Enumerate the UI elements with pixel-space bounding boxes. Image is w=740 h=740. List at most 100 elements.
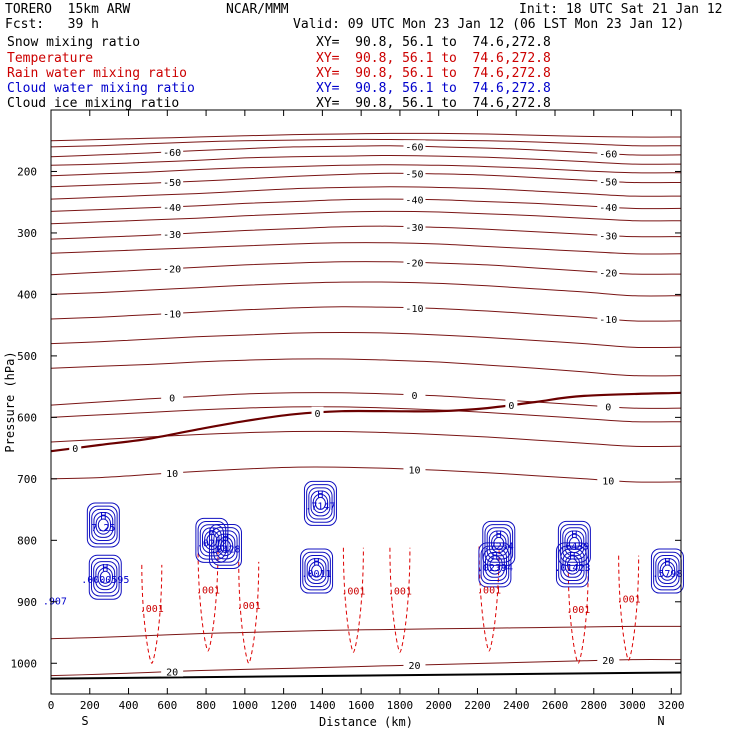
maximum-value-label: .01423 <box>554 563 590 574</box>
isotherm-label: -50 <box>599 177 617 188</box>
isotherm-label: -40 <box>405 195 423 206</box>
x-tick-label: 200 <box>80 699 100 712</box>
cloud-water-contour <box>657 558 678 584</box>
x-tick-label: 2200 <box>464 699 491 712</box>
cloud-water-contour <box>219 539 231 553</box>
x-axis-left-end-label: S <box>81 714 88 728</box>
y-tick-label: 900 <box>17 596 37 609</box>
isotherm-label: 0 <box>169 394 175 405</box>
model-title: TORERO 15km ARW <box>5 2 131 17</box>
isotherm-line <box>50 406 682 423</box>
maximum-marker: H <box>209 526 215 537</box>
maximum-value-label: 7.25 <box>91 523 115 534</box>
rain-water-label: .001 <box>388 587 412 598</box>
cloud-water-contour <box>91 508 116 542</box>
isotherm-line <box>50 186 682 200</box>
isotherm-label: -20 <box>599 269 617 280</box>
x-tick-label: 1200 <box>270 699 297 712</box>
isotherm-label-bg <box>597 654 620 666</box>
rain-water-contour <box>197 546 219 652</box>
rain-water-label: .001 <box>477 585 501 596</box>
rain-water-label: .001 <box>617 595 641 606</box>
rain-water-contour <box>342 547 364 653</box>
x-tick-label: 600 <box>157 699 177 712</box>
isotherm-label-bg <box>403 140 426 152</box>
cloud-water-contour <box>86 502 120 548</box>
isotherm-label: 0 <box>605 403 611 414</box>
isotherm-line <box>50 172 682 188</box>
maximum-value-label: .02394 <box>477 563 513 574</box>
maximum-marker: H <box>317 489 323 500</box>
axis-layer: 0 200 400 600 800 1000 1200 1400 1600 1800 2000 220… <box>11 110 685 712</box>
isotherm-label: 0 <box>411 391 417 402</box>
isotherm-line <box>50 132 682 142</box>
isotherm-label: -60 <box>405 142 423 153</box>
x-tick-label: 0 <box>48 699 55 712</box>
isotherm-label: 20 <box>408 661 420 672</box>
isotherm-label: -50 <box>405 170 423 181</box>
isotherm-line <box>50 358 682 377</box>
freezing-level-label: 0 <box>508 401 514 412</box>
field-label-temperature: Temperature <box>7 51 94 66</box>
rain-water-contour <box>238 561 260 664</box>
y-tick-label: 500 <box>17 350 37 363</box>
x-tick-label: 2000 <box>425 699 452 712</box>
cloud-water-contour <box>489 558 501 572</box>
cloud-water-contour <box>558 545 587 585</box>
x-tick-label: 800 <box>196 699 216 712</box>
cloud-water-contour <box>304 554 329 588</box>
field-xy-cloud-water: XY= 90.8, 56.1 to 74.6,272.8 <box>316 81 551 96</box>
x-tick-label: 3000 <box>619 699 646 712</box>
cloud-water-contour <box>661 564 673 578</box>
x-tick-label: 2600 <box>542 699 569 712</box>
cloud-water-contour <box>308 561 325 581</box>
maximum-value-label: .5798 <box>652 569 682 580</box>
isotherm-line <box>50 659 682 677</box>
isotherm-line <box>50 164 682 177</box>
cloud-water-contour <box>97 518 109 532</box>
cloud-water-contour <box>195 517 229 563</box>
field-xy-snow: XY= 90.8, 56.1 to 74.6,272.8 <box>316 35 551 50</box>
cloud-water-contour <box>95 564 116 591</box>
isotherm-label-bg <box>403 301 426 313</box>
freezing-label-bg <box>505 399 518 411</box>
valid-time: Valid: 09 UTC Mon 23 Jan 12 (06 LST Mon … <box>293 17 685 32</box>
cloud-water-contour <box>485 552 505 578</box>
isotherm-label: 20 <box>602 656 614 667</box>
cloud-water-contour <box>303 480 337 526</box>
cloud-water-contour <box>97 567 113 587</box>
maximum-marker: H <box>571 529 577 540</box>
isotherm-line <box>50 306 682 322</box>
cloud-water-contour <box>478 542 512 588</box>
field-label-cloud-water: Cloud water mixing ratio <box>7 81 195 96</box>
isotherm-line <box>50 145 682 158</box>
cloud-water-contour <box>93 512 114 538</box>
maximum-value-label: .7254 <box>484 541 514 552</box>
isotherm-line <box>50 210 682 225</box>
rain-water-label: .001 <box>341 587 365 598</box>
isotherm-line <box>50 281 682 297</box>
cloud-water-contour <box>566 558 578 572</box>
isotherm-layer <box>50 132 682 680</box>
field-label-cloud-ice: Cloud ice mixing ratio <box>7 96 180 111</box>
isotherm-label: -60 <box>163 148 181 159</box>
maximum-marker: H <box>222 532 228 543</box>
cloud-water-contour <box>560 548 585 582</box>
cloud-water-contour <box>308 487 333 520</box>
org-title: NCAR/MMM <box>226 2 289 17</box>
isotherm-label-bg <box>161 228 184 240</box>
freezing-level-line <box>50 391 682 453</box>
y-axis-title: Pressure (hPa) <box>3 351 17 452</box>
maximum-value-label: .0428 <box>210 544 240 555</box>
y-tick-label: 700 <box>17 473 37 486</box>
isotherm-line <box>50 392 682 409</box>
cloud-water-contour <box>312 493 329 514</box>
isotherm-label-bg <box>161 665 184 677</box>
isotherm-label: 10 <box>602 476 614 487</box>
isotherm-label: -10 <box>163 309 181 320</box>
isotherm-label: -50 <box>163 178 181 189</box>
isotherm-label-bg <box>161 307 184 319</box>
isotherm-label: -20 <box>405 258 423 269</box>
forecast-hour: Fcst: 39 h <box>5 17 99 32</box>
